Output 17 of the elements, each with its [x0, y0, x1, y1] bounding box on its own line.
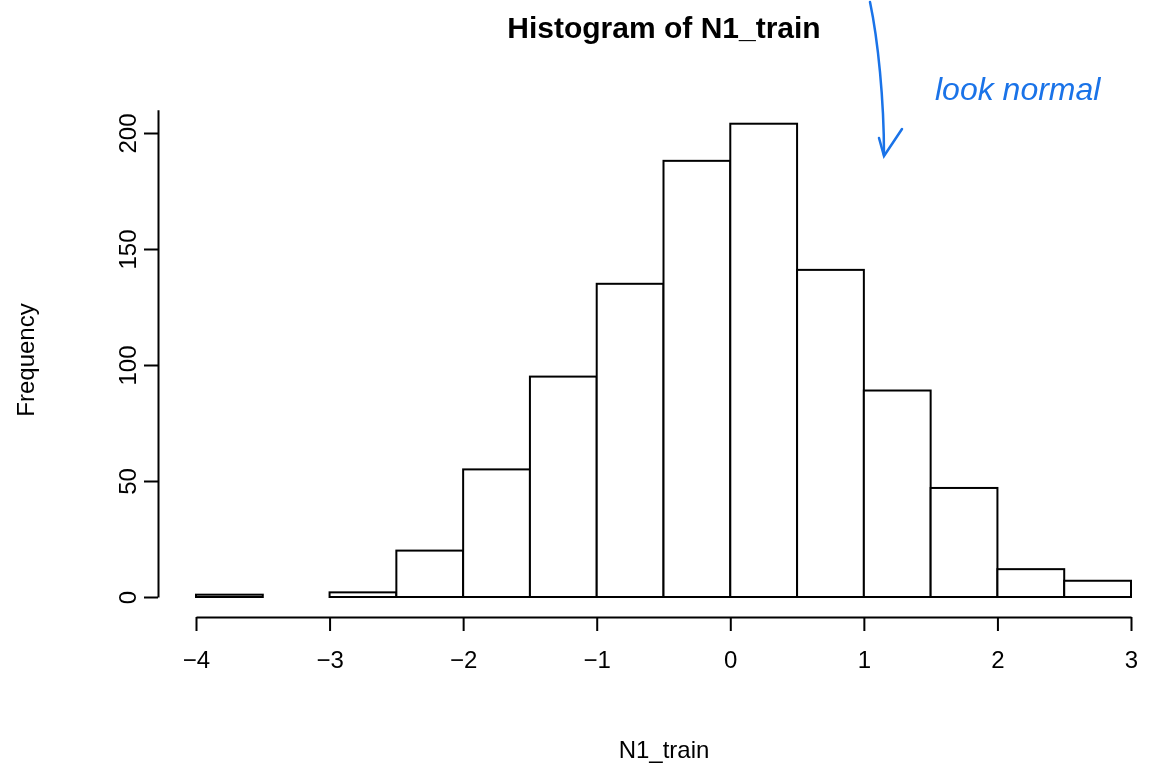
y-tick-label: 150 — [114, 229, 142, 270]
y-tick-label: 100 — [114, 345, 142, 386]
x-tick-label: −1 — [583, 645, 611, 673]
x-tick-label: −4 — [182, 645, 211, 673]
y-axis-title: Frequency — [12, 303, 39, 417]
text: look normal — [935, 71, 1102, 107]
y-tick-label: 200 — [114, 113, 142, 154]
x-tick-label: 0 — [724, 645, 738, 673]
y-tick-label: 50 — [114, 468, 142, 495]
x-tick-label: 2 — [991, 645, 1005, 673]
chart-title: Histogram of N1_train — [507, 11, 821, 44]
x-axis-title: N1_train — [618, 736, 710, 763]
x-tick-label: 1 — [857, 645, 872, 673]
x-tick-label: 3 — [1124, 645, 1139, 673]
x-tick-label: −2 — [449, 645, 478, 673]
y-tick-label: 0 — [114, 590, 142, 605]
x-tick-label: −3 — [316, 645, 344, 673]
